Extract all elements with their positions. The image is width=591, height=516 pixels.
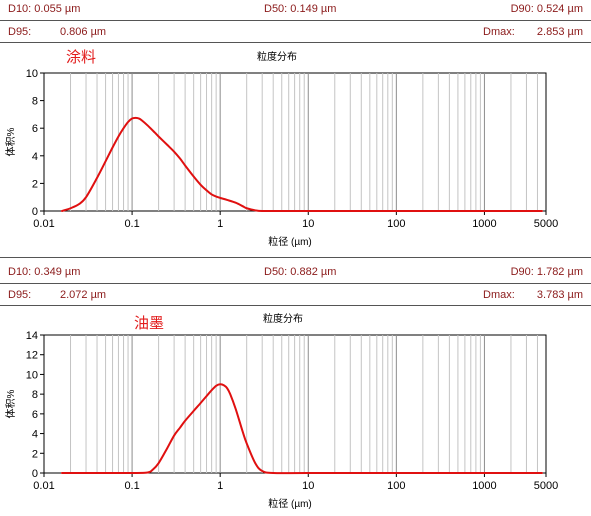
- y-tick-label: 4: [32, 151, 38, 163]
- y-tick-label: 6: [32, 123, 38, 135]
- d90-value: D90: 1.782 µm: [510, 266, 583, 278]
- y-tick-label: 0: [32, 468, 38, 480]
- y-tick-label: 0: [32, 206, 38, 218]
- x-tick-label: 0.01: [33, 218, 54, 230]
- series-line: [60, 116, 543, 213]
- divider: [0, 42, 591, 43]
- sample-label: 油墨: [134, 315, 164, 332]
- chart-title: 粒度分布: [257, 50, 297, 63]
- y-tick-label: 10: [26, 68, 38, 80]
- stats-row-secondary: D95: 2.072 µm Dmax: 3.783 µm: [0, 286, 591, 305]
- d50-value: D50: 0.149 µm: [264, 3, 337, 15]
- x-tick-label: 1: [217, 218, 223, 230]
- stats-row-primary: D10: 0.349 µm D50: 0.882 µm D90: 1.782 µ…: [0, 263, 591, 282]
- plot-area: 0.01 0.1 1 10 100 1000 5000 0 2 4 6 8 10: [26, 68, 558, 230]
- x-tick-label: 10: [302, 480, 314, 492]
- x-tick-label: 10: [302, 218, 314, 230]
- y-tick-label: 12: [26, 350, 38, 362]
- y-axis-label: 体积%: [5, 127, 17, 156]
- x-tick-label: 0.1: [124, 480, 139, 492]
- y-tick-label: 14: [26, 330, 38, 342]
- x-tick-label: 1: [217, 480, 223, 492]
- divider: [0, 283, 591, 284]
- y-tick-label: 2: [32, 178, 38, 190]
- d95-label: D95:: [8, 289, 32, 301]
- divider: [0, 305, 591, 306]
- chart-panel-1: 0.01 0.1 1 10 100 1000 5000 0 2 4 6 8 10 涂料 粒度分布 粒径 …: [5, 49, 558, 248]
- y-axis-label: 体积%: [5, 389, 17, 418]
- divider: [0, 20, 591, 21]
- dmax-label: Dmax:: [483, 26, 515, 38]
- dmax-label: Dmax:: [483, 289, 515, 301]
- x-tick-label: 0.1: [124, 218, 139, 230]
- x-axis-label: 粒径 (µm): [268, 497, 312, 510]
- stats-row-primary: D10: 0.055 µm D50: 0.149 µm D90: 0.524 µ…: [0, 0, 591, 19]
- stats-row-secondary: D95: 0.806 µm Dmax: 2.853 µm: [0, 23, 591, 42]
- dmax-value: 3.783 µm: [536, 289, 583, 301]
- sample-label: 涂料: [66, 49, 96, 66]
- d95-value: 0.806 µm: [60, 26, 107, 38]
- divider: [0, 257, 591, 258]
- chart-title: 粒度分布: [263, 312, 303, 325]
- series-line: [60, 383, 543, 475]
- d90-value: D90: 0.524 µm: [510, 3, 583, 15]
- x-tick-label: 100: [387, 480, 405, 492]
- plot-area: 0.01 0.1 1 10 100 1000 5000 0 2 4 6 8 10 12 14: [26, 330, 558, 492]
- distribution-chart: 0.01 0.1 1 10 100 1000 5000 0 2 4 6 8 10 涂料 粒度分布 粒径 …: [5, 49, 558, 248]
- x-tick-label: 1000: [472, 218, 496, 230]
- x-tick-label: 1000: [472, 480, 496, 492]
- d95-label: D95:: [8, 26, 32, 38]
- x-tick-label: 100: [387, 218, 405, 230]
- x-tick-label: 5000: [534, 480, 558, 492]
- y-tick-label: 10: [26, 369, 38, 381]
- d10-value: D10: 0.349 µm: [8, 266, 81, 278]
- y-tick-label: 6: [32, 409, 38, 421]
- y-tick-label: 4: [32, 429, 38, 441]
- d95-value: 2.072 µm: [60, 289, 107, 301]
- x-tick-label: 5000: [534, 218, 558, 230]
- d10-value: D10: 0.055 µm: [8, 3, 81, 15]
- d50-value: D50: 0.882 µm: [264, 266, 337, 278]
- x-axis-label: 粒径 (µm): [268, 235, 312, 248]
- dmax-value: 2.853 µm: [536, 26, 583, 38]
- x-tick-label: 0.01: [33, 480, 54, 492]
- y-tick-label: 8: [32, 96, 38, 108]
- y-tick-label: 8: [32, 389, 38, 401]
- y-tick-label: 2: [32, 448, 38, 460]
